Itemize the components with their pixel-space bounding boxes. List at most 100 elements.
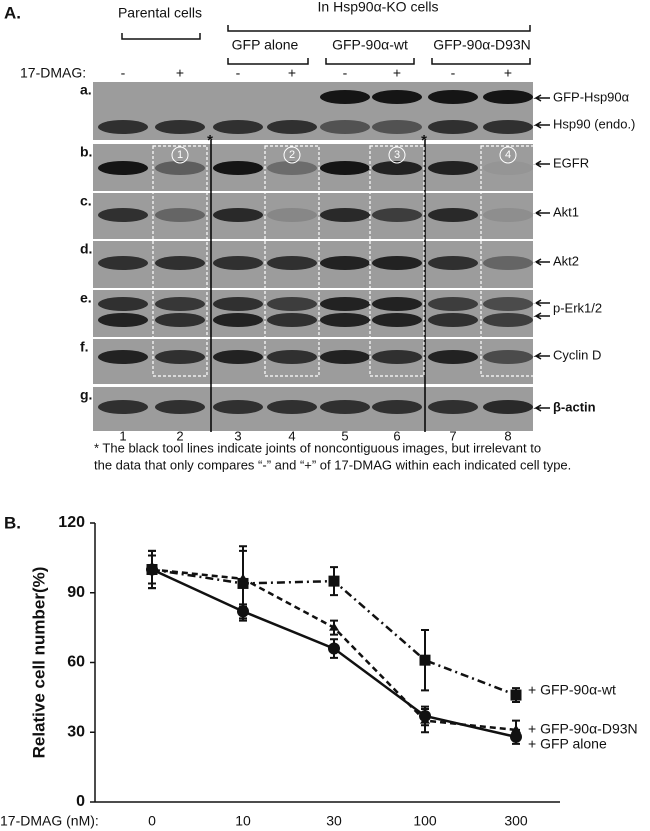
band — [98, 161, 148, 175]
band — [320, 161, 370, 175]
band — [428, 256, 478, 270]
band — [98, 350, 148, 364]
panel-label: B. — [4, 513, 21, 532]
arrow — [533, 160, 550, 168]
lane-number: 3 — [234, 428, 241, 443]
band — [428, 120, 478, 134]
band — [320, 400, 370, 414]
band — [483, 120, 533, 134]
band — [483, 208, 533, 222]
treatment: - — [343, 65, 348, 81]
band — [428, 350, 478, 364]
band — [428, 161, 478, 175]
band — [372, 313, 422, 327]
treatment: + — [176, 65, 184, 81]
dashed-box — [369, 145, 425, 377]
band — [372, 120, 422, 134]
band — [213, 120, 263, 134]
marker — [329, 622, 339, 631]
band — [98, 297, 148, 311]
arrow — [533, 209, 550, 217]
marker — [146, 563, 158, 576]
arrow — [533, 404, 550, 412]
treatment: + — [393, 65, 401, 81]
lane-number: 1 — [119, 428, 126, 443]
band — [155, 120, 205, 134]
band — [483, 313, 533, 327]
row-letter: e. — [80, 290, 92, 306]
treatment: + — [288, 65, 296, 81]
marker — [510, 730, 522, 743]
band — [483, 90, 533, 104]
y-tick-label: 90 — [67, 584, 85, 601]
band — [155, 208, 205, 222]
band — [428, 208, 478, 222]
box-circle — [499, 146, 517, 164]
bracket — [227, 58, 531, 65]
target-label: Akt2 — [553, 253, 579, 268]
band — [213, 297, 263, 311]
band — [320, 208, 370, 222]
subgroup-label: GFP-90α-D93N — [433, 37, 531, 53]
band — [98, 208, 148, 222]
footnote: * The black tool lines indicate joints o… — [94, 440, 541, 455]
treatment: - — [451, 65, 456, 81]
y-tick-label: 30 — [67, 723, 85, 740]
lane-number: 8 — [504, 428, 511, 443]
band — [320, 297, 370, 311]
y-axis-label: Relative cell number(%) — [29, 567, 48, 759]
dashed-box — [264, 145, 320, 377]
band — [320, 120, 370, 134]
row-letter: d. — [80, 241, 92, 257]
band — [320, 313, 370, 327]
asterisk: * — [207, 132, 213, 149]
band — [428, 400, 478, 414]
target-label: Cyclin D — [553, 347, 601, 362]
band — [155, 350, 205, 364]
row-letter: a. — [80, 82, 92, 98]
box-number: 1 — [177, 149, 183, 161]
blot-strip — [93, 290, 533, 337]
row-letter: f. — [80, 339, 89, 355]
band — [483, 161, 533, 175]
target-label: GFP-Hsp90α — [553, 89, 630, 104]
target-label: Akt1 — [553, 204, 579, 219]
band — [267, 313, 317, 327]
band — [428, 297, 478, 311]
band — [213, 161, 263, 175]
band — [267, 297, 317, 311]
target-label: Hsp90 (endo.) — [553, 116, 635, 131]
treatment: - — [121, 65, 126, 81]
x-tick-label: 100 — [413, 813, 437, 829]
lane-number: 6 — [393, 428, 400, 443]
box-number: 2 — [289, 149, 295, 161]
arrow — [533, 352, 550, 360]
subgroup-label: GFP-90α-wt — [332, 37, 408, 53]
band — [98, 313, 148, 327]
band — [213, 400, 263, 414]
series-label: + GFP-90α-wt — [528, 682, 616, 698]
band — [98, 120, 148, 134]
box-circle — [171, 146, 189, 164]
marker — [419, 654, 431, 666]
band — [320, 90, 370, 104]
band — [267, 400, 317, 414]
band — [213, 256, 263, 270]
row-letter: g. — [80, 387, 92, 403]
x-tick-label: 0 — [148, 813, 156, 829]
x-tick-label: 30 — [326, 813, 342, 829]
band — [483, 297, 533, 311]
series-label: + GFP alone — [528, 736, 607, 752]
band — [213, 313, 263, 327]
marker — [328, 575, 340, 587]
band — [213, 208, 263, 222]
arrow — [533, 258, 550, 266]
x-axis-label: 17-DMAG (nM): — [0, 813, 99, 829]
band — [155, 256, 205, 270]
band — [155, 400, 205, 414]
band — [155, 297, 205, 311]
footnote: the data that only compares “-” and “+” … — [94, 457, 571, 472]
treatment: - — [236, 65, 241, 81]
band — [267, 120, 317, 134]
